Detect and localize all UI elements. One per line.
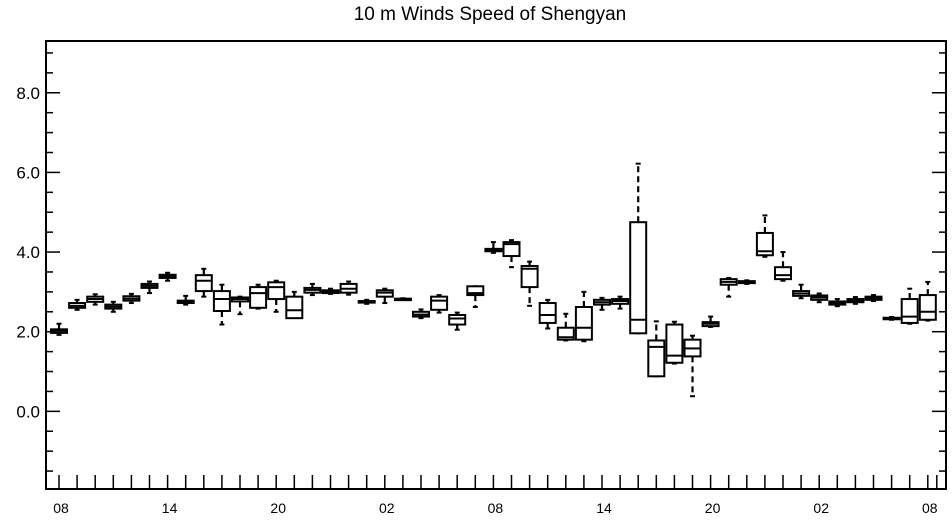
iqr-box [502,241,521,258]
box-33 [629,162,648,335]
iqr-box [267,281,286,301]
iqr-box [755,231,774,257]
chart-title: 10 m Winds Speed of Shengyan [353,4,627,25]
box-7 [158,271,177,282]
x-tick-label: 20 [705,500,721,516]
y-tick-label: 0.0 [16,402,40,421]
box-3 [86,293,105,306]
box-31 [593,296,611,311]
box-16 [321,287,340,295]
iqr-box [774,266,792,281]
box-13 [267,279,286,313]
box-5 [122,292,141,305]
x-tick-label: 02 [379,500,395,516]
box-20 [393,297,412,302]
box-11 [231,295,249,316]
box-29 [556,312,575,342]
iqr-box [430,295,449,311]
iqr-box [249,286,268,309]
y-axis: 0.0 2.0 4.0 6.0 8.0 [16,52,946,472]
iqr-box [466,285,485,297]
box-8 [176,294,195,306]
x-tick-label: 02 [813,500,829,516]
box-30 [574,290,593,343]
box-46 [864,294,883,303]
box-26 [502,239,521,269]
box-17 [339,280,358,296]
box-37 [701,315,720,328]
iqr-box [285,295,304,320]
box-43 [810,292,829,304]
box-22 [430,294,449,314]
box-28 [538,298,557,330]
box-45 [846,296,865,305]
y-tick-label: 2.0 [16,323,40,342]
box-21 [412,308,430,320]
box-47 [882,315,901,321]
box-1 [50,322,68,336]
box-18 [357,298,376,305]
box-10 [212,283,231,326]
x-tick-label: 08 [922,500,938,516]
box-49 [918,280,937,322]
box-19 [375,287,394,305]
x-tick-label: 20 [270,500,286,516]
x-tick-label: 08 [488,500,504,516]
x-axis: 08 14 20 02 08 14 20 02 08 [53,475,938,516]
iqr-box [194,274,213,293]
box-6 [140,280,159,295]
y-tick-label: 8.0 [16,84,40,103]
box-15 [303,282,322,297]
iqr-box [647,339,666,378]
box-14 [285,290,304,320]
box-2 [68,298,87,311]
box-23 [448,311,467,331]
box-34 [647,320,666,378]
plot-frame [45,40,947,490]
box-35 [665,320,684,365]
iqr-box [665,323,684,364]
iqr-box [629,221,648,335]
boxes-layer [50,162,937,398]
box-38 [719,276,738,298]
box-48 [900,287,919,325]
box-39 [737,279,756,285]
y-tick-label: 4.0 [16,243,40,262]
box-44 [828,298,847,308]
box-25 [484,241,503,254]
box-24 [466,285,485,309]
iqr-box [556,326,575,341]
box-32 [611,295,630,310]
iqr-box [918,294,937,321]
box-12 [249,283,268,310]
iqr-box [448,313,467,326]
x-tick-label: 14 [596,500,612,516]
iqr-box [574,306,593,341]
iqr-box [538,302,557,324]
box-40 [755,214,774,258]
box-36 [683,334,702,398]
x-tick-label: 14 [162,500,178,516]
box-42 [792,283,811,300]
box-4 [104,300,123,313]
box-9 [194,267,213,298]
iqr-box [520,264,539,289]
iqr-box [212,290,231,312]
y-tick-label: 6.0 [16,163,40,182]
x-tick-label: 08 [53,500,69,516]
box-27 [520,260,539,307]
iqr-box [900,298,919,324]
box-41 [774,251,792,282]
